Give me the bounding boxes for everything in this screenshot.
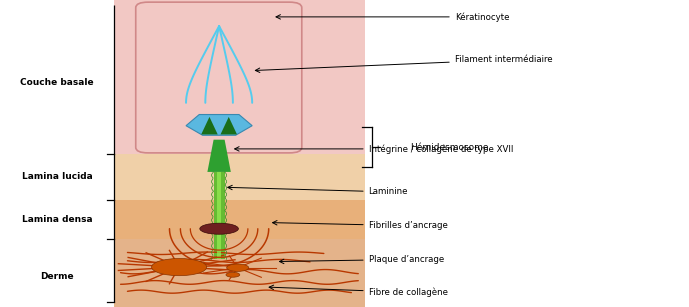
Text: Filament intermédiaire: Filament intermédiaire [256,55,553,72]
Ellipse shape [227,264,249,271]
Polygon shape [220,117,237,134]
Ellipse shape [226,272,240,277]
Text: Lamina densa: Lamina densa [22,215,92,224]
Text: Derme: Derme [41,272,74,281]
Text: Kératinocyte: Kératinocyte [276,12,509,21]
Bar [214,172,225,259]
Text: Plaque d’ancrage: Plaque d’ancrage [280,255,444,264]
Ellipse shape [152,258,207,276]
Text: Fibre de collagène: Fibre de collagène [269,285,448,297]
Text: Hémidesmosome: Hémidesmosome [410,143,489,152]
Bar [114,0,365,154]
FancyBboxPatch shape [136,2,302,153]
Bar [217,172,221,259]
Text: Lamina lucida: Lamina lucida [22,172,92,181]
Text: Intégrine / collagène de type XVII: Intégrine / collagène de type XVII [235,144,513,154]
Bar [114,239,365,307]
Polygon shape [186,115,252,135]
Bar [114,154,365,200]
Text: Couche basale: Couche basale [21,78,94,87]
Text: Fibrilles d’ancrage: Fibrilles d’ancrage [273,220,447,230]
Bar [114,200,365,239]
Ellipse shape [200,223,238,234]
Text: Laminine: Laminine [228,185,408,196]
Polygon shape [207,140,231,172]
Bar [114,239,365,307]
Polygon shape [201,117,218,134]
